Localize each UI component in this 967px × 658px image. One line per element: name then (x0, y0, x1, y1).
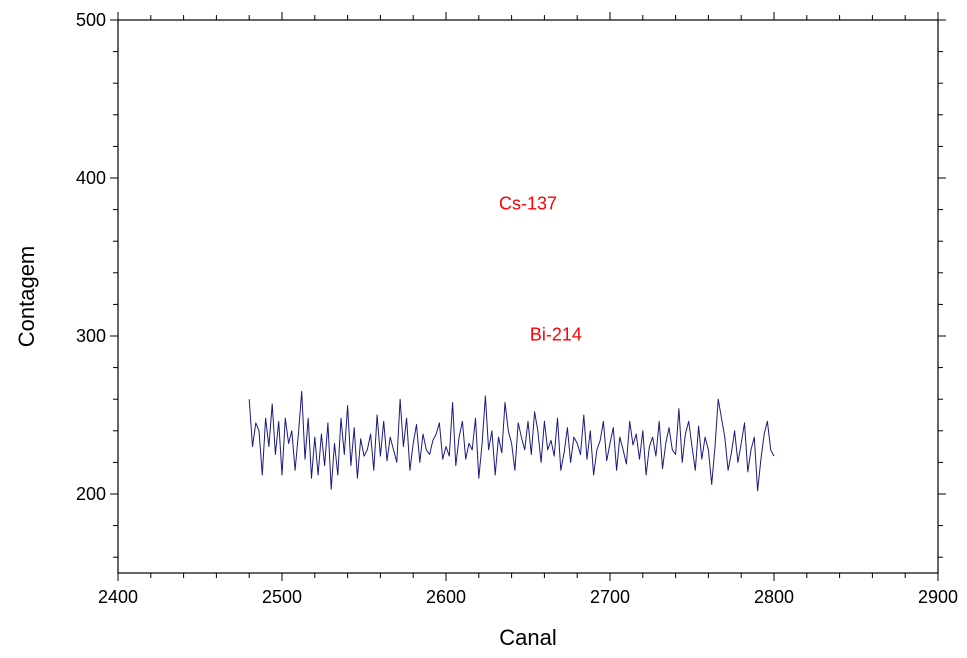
y-tick-label: 400 (76, 168, 106, 188)
x-axis-title: Canal (499, 625, 556, 650)
y-tick-label: 200 (76, 484, 106, 504)
x-tick-label: 2700 (590, 587, 630, 607)
plot-border (117, 19, 939, 574)
peak-annotation: Cs-137 (499, 194, 557, 214)
x-tick-label: 2800 (754, 587, 794, 607)
series-line-0 (248, 390, 775, 492)
x-tick-label: 2500 (262, 587, 302, 607)
x-tick-label: 2400 (98, 587, 138, 607)
series-group (248, 390, 775, 492)
y-axis-title: Contagem (14, 246, 39, 348)
x-tick-label: 2900 (918, 587, 958, 607)
x-tick-label: 2600 (426, 587, 466, 607)
y-tick-label: 300 (76, 326, 106, 346)
text-labels: 2400 2500 2600 2700 2800 2900 200 300 400 500 Cs-1… (76, 10, 958, 607)
peak-annotation: Bi-214 (530, 325, 582, 345)
axis-ticks (110, 12, 946, 581)
plot-frame (117, 19, 939, 574)
y-tick-label: 500 (76, 10, 106, 30)
